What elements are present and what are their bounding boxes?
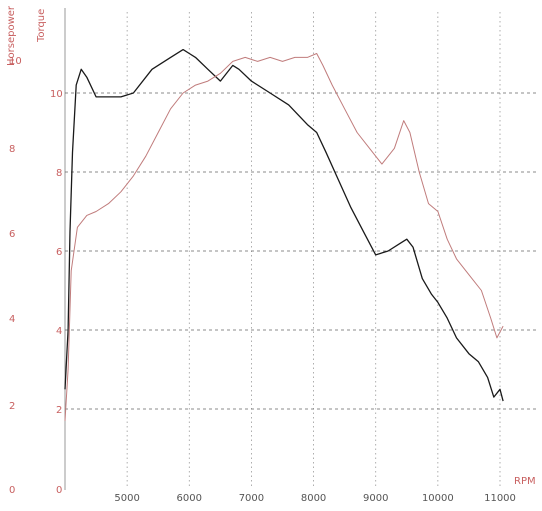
x-tick-label: 9000 <box>363 493 388 504</box>
y-left-tick-label: 6 <box>9 229 15 240</box>
y-right-axis-label: Torque <box>36 9 47 43</box>
x-tick-label: 10000 <box>422 493 454 504</box>
x-tick-label: 5000 <box>114 493 139 504</box>
y-left-tick-label: 4 <box>9 314 15 325</box>
torque-series-line <box>64 53 504 421</box>
x-tick-label: 11000 <box>484 493 516 504</box>
series-layer <box>64 48 504 421</box>
y-left-tick-label: 10 <box>9 56 22 67</box>
y-right-tick-label: 10 <box>50 89 63 100</box>
y-left-axis-label: Horsepower <box>6 5 17 66</box>
horsepower-series-line <box>64 48 504 402</box>
y-left-tick-labels: 0 2 4 6 8 10 <box>9 56 22 496</box>
x-tick-labels: 5000 6000 7000 8000 9000 10000 11000 <box>114 493 515 504</box>
x-tick-label: 8000 <box>301 493 326 504</box>
y-right-tick-label: 0 <box>56 485 62 496</box>
y-right-tick-label: 2 <box>56 405 62 416</box>
vertical-gridlines <box>126 12 501 486</box>
y-left-tick-label: 8 <box>9 144 15 155</box>
x-tick-label: 6000 <box>177 493 202 504</box>
horizontal-gridlines <box>65 92 538 410</box>
y-left-tick-label: 0 <box>9 485 15 496</box>
y-right-tick-labels: 0 2 4 6 8 10 <box>50 89 63 496</box>
y-right-tick-label: 4 <box>56 326 62 337</box>
x-axis-label: RPM <box>514 476 536 487</box>
y-left-tick-label: 2 <box>9 401 15 412</box>
y-right-tick-label: 6 <box>56 247 62 258</box>
y-right-tick-label: 8 <box>56 168 62 179</box>
x-tick-label: 7000 <box>239 493 264 504</box>
